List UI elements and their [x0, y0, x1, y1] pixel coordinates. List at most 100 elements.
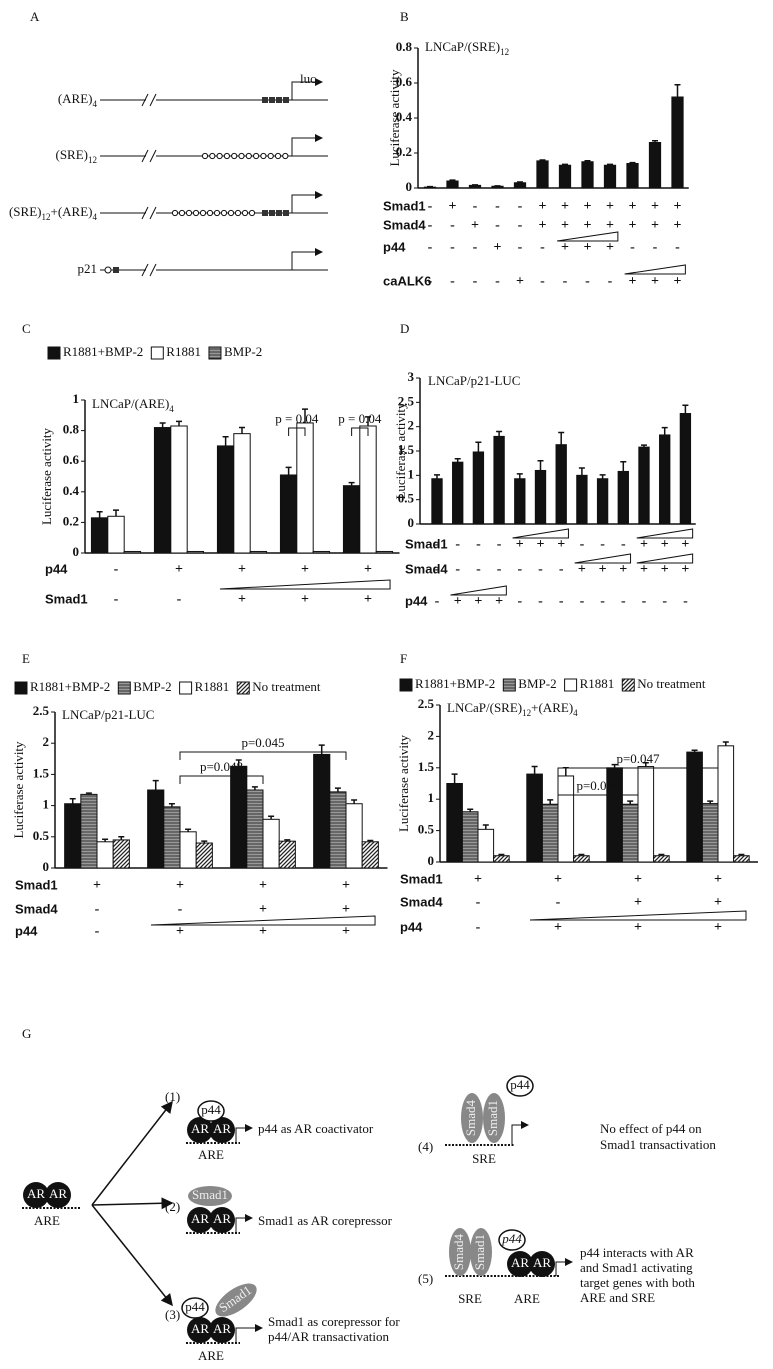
treatment-sign: -	[683, 594, 688, 609]
treatment-sign: -	[630, 240, 635, 255]
bar	[375, 550, 394, 554]
sre-site	[216, 152, 223, 160]
legend-swatch	[236, 681, 250, 695]
error-bar	[365, 416, 371, 427]
treatment-sign: +	[634, 872, 642, 887]
ramp	[624, 264, 686, 275]
error-bar	[722, 741, 729, 746]
treatment-sign: +	[640, 562, 648, 577]
treatment-sign: -	[497, 537, 502, 552]
treatment-sign: +	[495, 594, 503, 609]
luc-label: luc	[300, 71, 316, 86]
error-bar	[691, 749, 698, 753]
bar	[558, 164, 572, 189]
row-label: p44	[383, 239, 406, 254]
row-label: Smad1	[383, 198, 426, 213]
p44: p44	[185, 1299, 205, 1314]
y-tick-label: 0.5	[33, 828, 50, 843]
error-bar	[682, 404, 689, 414]
treatment-sign: +	[714, 872, 722, 887]
treatment-sign: -	[563, 274, 568, 289]
bar	[617, 470, 629, 525]
error-bar	[562, 767, 569, 776]
error-bar	[334, 787, 341, 792]
are-site	[262, 97, 268, 103]
sre-site	[178, 209, 186, 217]
y-tick-label: 1.5	[33, 765, 50, 780]
bar	[246, 789, 264, 869]
bracket	[288, 427, 306, 436]
error-bar	[498, 853, 505, 856]
are-site	[283, 210, 289, 216]
sre: SRE	[472, 1151, 496, 1166]
row-label: Smad1	[45, 591, 88, 606]
caption: Smad1 as corepressor for	[268, 1314, 400, 1329]
treatment-sign: +	[176, 878, 184, 893]
y-tick-label: 2.5	[398, 393, 415, 408]
bar	[233, 433, 251, 554]
bar	[679, 413, 692, 525]
treatment-sign: +	[651, 199, 659, 214]
treatment-sign: +	[634, 895, 642, 910]
step: (4)	[418, 1139, 433, 1154]
bar	[90, 517, 109, 554]
treatment-sign: +	[494, 240, 502, 255]
bar	[64, 803, 82, 869]
legend-label: R1881+BMP-2	[415, 676, 495, 691]
treatment-sign: +	[175, 562, 183, 577]
treatment-sign: +	[342, 902, 350, 917]
y-tick-label: 1	[73, 391, 80, 406]
bar	[278, 840, 296, 869]
bar	[249, 550, 268, 554]
treatment-sign: -	[428, 274, 433, 289]
treatment-sign: -	[600, 594, 605, 609]
treatment-sign: -	[540, 274, 545, 289]
treatment-sign: -	[435, 562, 440, 577]
error-bar	[285, 466, 292, 475]
panel-a: A luc (ARE)4 (SRE)12 (SRE)12+(ARE)4 p21	[9, 9, 328, 277]
bar	[107, 515, 125, 554]
treatment-sign: +	[629, 199, 637, 214]
bar	[514, 478, 526, 525]
error-bar	[239, 426, 245, 434]
bar	[534, 469, 547, 525]
panel-letter: F	[400, 651, 407, 666]
bar	[312, 550, 331, 554]
treatment-sign: +	[516, 537, 524, 552]
error-bar	[235, 759, 242, 767]
annotation: p=0.048	[200, 759, 243, 774]
legend-swatch	[621, 678, 635, 692]
error-bar	[159, 422, 166, 428]
legend-label: R1881	[166, 344, 201, 359]
caption: No effect of p44 on	[600, 1121, 702, 1136]
annotation: p=0.047	[616, 751, 660, 766]
error-bar	[268, 815, 275, 820]
bar	[345, 803, 363, 869]
error-bar	[496, 430, 503, 437]
y-tick-label: 2.5	[33, 703, 50, 718]
bar	[621, 803, 639, 863]
y-tick-label: 1	[408, 466, 415, 481]
bar	[637, 766, 655, 863]
treatment-sign: +	[584, 199, 592, 214]
sre-site	[213, 209, 221, 217]
row-label: p44	[405, 593, 428, 608]
y-tick-label: 0.5	[418, 822, 435, 837]
bar	[659, 434, 671, 525]
error-bar	[629, 161, 636, 164]
bar	[686, 751, 703, 863]
treatment-sign: +	[599, 562, 607, 577]
p44: p44	[201, 1102, 221, 1117]
treatment-sign: +	[674, 199, 682, 214]
bar	[179, 831, 197, 869]
error-bar	[85, 792, 92, 795]
caption: p44/AR transactivation	[268, 1329, 389, 1344]
legend-label: BMP-2	[518, 676, 556, 691]
treatment-sign: -	[517, 594, 522, 609]
sre-site	[185, 209, 193, 217]
are: ARE	[198, 1147, 224, 1162]
bar	[717, 745, 735, 863]
treatment-sign: -	[497, 562, 502, 577]
treatment-sign: +	[714, 920, 722, 935]
bar	[701, 803, 719, 863]
